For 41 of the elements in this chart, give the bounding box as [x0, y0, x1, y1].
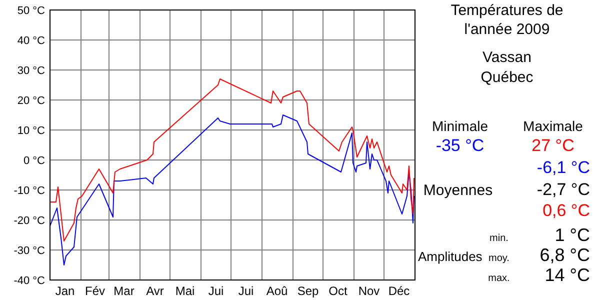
x-tick-label: Nov [358, 284, 380, 298]
x-tick-label: Sep [297, 284, 319, 298]
y-tick-label: 10 °C [17, 125, 46, 137]
text: 14 °C [544, 265, 590, 285]
y-tick-label: -10 °C [14, 185, 46, 197]
text: Vassan Québec [480, 49, 534, 86]
y-tick-label: 40 °C [17, 35, 46, 47]
text: Températures de l'année 2009 [450, 2, 564, 38]
y-tick-label: -40 °C [14, 275, 46, 287]
y-tick-label: 20 °C [17, 95, 46, 107]
x-tick-label: Jui [208, 284, 224, 298]
x-tick-label: Mai [175, 284, 195, 298]
x-tick-label: Aoû [266, 284, 288, 298]
text: 0,6 °C [542, 201, 590, 220]
y-tick-label: 50 °C [17, 5, 46, 17]
text: Maximale [523, 118, 584, 134]
x-tick-label: Jan [55, 284, 75, 298]
x-tick-label: Oct [328, 284, 348, 298]
line-series [50, 78, 414, 242]
text: 27 °C [532, 136, 574, 155]
text: min. [490, 233, 508, 244]
x-tick-label: Jui [238, 284, 254, 298]
text: 6,8 °C [540, 245, 590, 265]
x-tick-label: Avr [146, 284, 164, 298]
text: 1 °C [554, 225, 590, 245]
y-tick-label: 30 °C [17, 65, 46, 77]
text: -35 °C [436, 136, 484, 155]
x-tick-label: Déc [388, 284, 410, 298]
x-tick-label: Fév [84, 284, 106, 298]
text: -2,7 °C [536, 180, 590, 199]
y-tick-label: 0 °C [23, 155, 46, 167]
x-tick-label: Mar [114, 284, 134, 298]
text: max. [488, 273, 510, 284]
line-series [50, 114, 414, 266]
text: Minimale [432, 118, 488, 134]
y-tick-label: -20 °C [14, 215, 46, 227]
text: -6,1 °C [536, 158, 590, 177]
text: moy. [488, 253, 510, 264]
text: Amplitudes [418, 249, 483, 264]
y-tick-label: -30 °C [14, 245, 46, 257]
text: Moyennes [423, 182, 493, 199]
